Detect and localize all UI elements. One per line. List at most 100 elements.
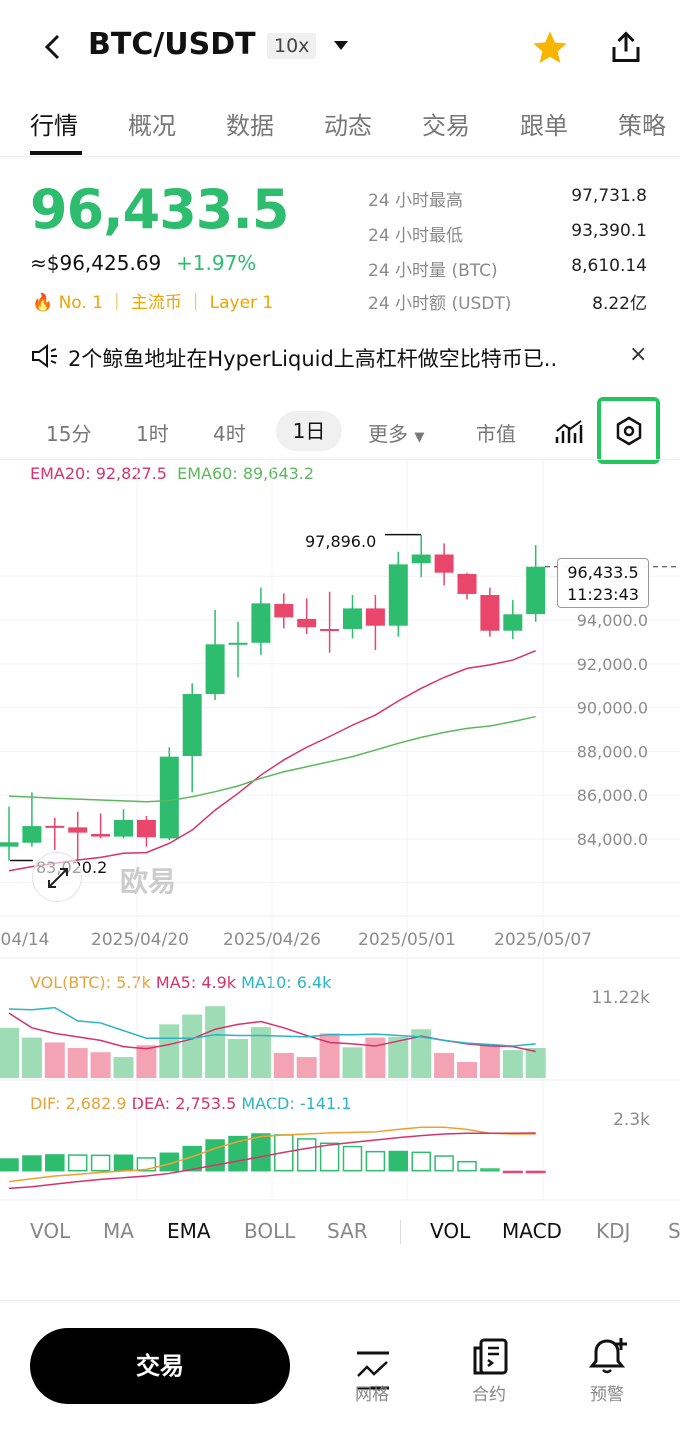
- macd-bar: [457, 1160, 477, 1172]
- tab-news[interactable]: 动态: [324, 112, 372, 140]
- chevron-down-icon: ▼: [414, 430, 425, 445]
- grid-label[interactable]: 网格: [355, 1385, 389, 1405]
- usd-price: ≈$96,425.69: [30, 251, 162, 275]
- candle-body: [457, 574, 477, 594]
- indicator-macd[interactable]: MACD: [502, 1219, 562, 1243]
- interval-more[interactable]: 更多 ▼: [368, 418, 424, 447]
- macd-bar: [480, 1168, 500, 1172]
- contract-label[interactable]: 合约: [472, 1385, 506, 1405]
- stat-label: 24 小时额 (USDT): [368, 294, 512, 314]
- volume-bar: [525, 1048, 546, 1078]
- macd-bar: [342, 1145, 363, 1172]
- date-axis-label: 2025/04/26: [223, 930, 321, 950]
- tab-overview[interactable]: 概况: [128, 112, 176, 140]
- tab-copy[interactable]: 跟单: [520, 112, 568, 140]
- coin-tags[interactable]: 🔥 No. 1 ｜ 主流币 ｜ Layer 1: [32, 288, 273, 313]
- volume-bar: [250, 1027, 271, 1078]
- volume-bar: [67, 1048, 88, 1078]
- indicator-sub-vol[interactable]: VOL: [430, 1219, 471, 1243]
- macd-bar: [251, 1133, 271, 1172]
- grid-bot-icon[interactable]: [355, 1350, 391, 1390]
- tab-strategy[interactable]: 策略: [618, 112, 666, 140]
- macd-bar: [388, 1150, 409, 1172]
- macd-bar: [113, 1154, 134, 1172]
- volume-bar: [365, 1037, 386, 1078]
- volume-bar: [113, 1057, 134, 1078]
- macd-bar: [90, 1154, 111, 1172]
- macd-legend: DIF: 2,682.9 DEA: 2,753.5 MACD: -141.1: [30, 1094, 351, 1113]
- indicator-ema[interactable]: EMA: [167, 1219, 211, 1243]
- interval-1d[interactable]: 1日: [276, 411, 342, 451]
- market-cap-toggle[interactable]: 市值: [476, 422, 516, 446]
- price-axis-label: 92,000.0: [577, 655, 648, 674]
- candle-body: [228, 642, 248, 645]
- indicator-kdj[interactable]: KDJ: [596, 1219, 631, 1243]
- macd-bar: [365, 1150, 386, 1172]
- vol-value: VOL(BTC): 5.7k: [30, 973, 151, 992]
- max-price-label: 97,896.0: [305, 532, 377, 551]
- volume-bar: [44, 1042, 65, 1078]
- alert-bell-plus-icon[interactable]: [588, 1336, 630, 1376]
- date-axis-label: 2025/04/20: [91, 930, 189, 950]
- back-arrow-icon[interactable]: [40, 32, 66, 62]
- candle-body: [434, 554, 454, 573]
- pair-title[interactable]: BTC/USDT: [88, 27, 256, 62]
- candle-body: [297, 618, 317, 628]
- notice-close-icon[interactable]: ×: [629, 342, 648, 367]
- macd-bar: [159, 1152, 180, 1172]
- macd-bar: [319, 1142, 340, 1172]
- macd-bar: [45, 1154, 65, 1172]
- volume-bar: [411, 1029, 432, 1078]
- tab-trades[interactable]: 交易: [422, 112, 470, 140]
- volume-bar: [182, 1014, 203, 1078]
- tab-market[interactable]: 行情: [30, 112, 78, 140]
- indicator-sar[interactable]: SAR: [327, 1219, 368, 1243]
- candle-body: [365, 608, 385, 626]
- contract-icon[interactable]: [472, 1338, 508, 1376]
- price-axis-label: 88,000.0: [577, 742, 648, 761]
- indicator-more[interactable]: S: [668, 1219, 680, 1243]
- share-icon[interactable]: [608, 28, 644, 66]
- speaker-icon: [32, 344, 57, 368]
- volume-bar: [21, 1037, 42, 1078]
- indicator-boll[interactable]: BOLL: [244, 1219, 296, 1243]
- fullscreen-button[interactable]: [32, 852, 82, 902]
- indicator-divider: [400, 1220, 401, 1244]
- interval-4h[interactable]: 4时: [213, 422, 246, 446]
- ema60-legend: EMA60: 89,643.2: [177, 464, 315, 483]
- dropdown-triangle-icon[interactable]: [333, 40, 349, 52]
- candle-countdown: 11:23:43: [567, 585, 639, 604]
- dif-line: [8, 1126, 536, 1183]
- candle-body: [503, 614, 523, 631]
- macd-bar: [22, 1155, 42, 1172]
- indicator-vol[interactable]: VOL: [30, 1219, 71, 1243]
- ema60-line: [8, 715, 536, 803]
- interval-15m[interactable]: 15分: [46, 422, 92, 446]
- macd-bar: [434, 1155, 454, 1172]
- interval-1h[interactable]: 1时: [136, 422, 169, 446]
- alert-label[interactable]: 预警: [590, 1385, 624, 1405]
- candle-body: [182, 694, 202, 756]
- stat-label: 24 小时最低: [368, 226, 464, 246]
- tab-data[interactable]: 数据: [226, 112, 274, 140]
- volume-bar: [90, 1052, 111, 1078]
- stat-label: 24 小时最高: [368, 191, 464, 211]
- notice-text[interactable]: 2个鲸鱼地址在HyperLiquid上高杠杆做空比特币已..: [68, 347, 558, 371]
- stat-value: 8.22亿: [592, 294, 647, 314]
- active-tab-underline: [30, 151, 82, 155]
- date-axis-label: 04/14: [1, 930, 50, 950]
- chart-settings-button[interactable]: [597, 397, 660, 464]
- chart-type-icon[interactable]: [554, 419, 584, 445]
- volume-bar: [159, 1024, 180, 1078]
- leverage-badge: 10x: [267, 33, 317, 59]
- volume-bar: [319, 1033, 340, 1078]
- ma5-legend: MA5: 4.9k: [155, 973, 237, 992]
- ma10-legend: MA10: 6.4k: [241, 973, 332, 992]
- trade-button[interactable]: 交易: [30, 1328, 290, 1404]
- volume-bar: [457, 1061, 477, 1078]
- star-icon[interactable]: [530, 28, 570, 68]
- volume-bar: [296, 1057, 317, 1078]
- stat-value: 93,390.1: [571, 221, 647, 241]
- volume-bar: [228, 1038, 248, 1078]
- indicator-ma[interactable]: MA: [103, 1219, 134, 1243]
